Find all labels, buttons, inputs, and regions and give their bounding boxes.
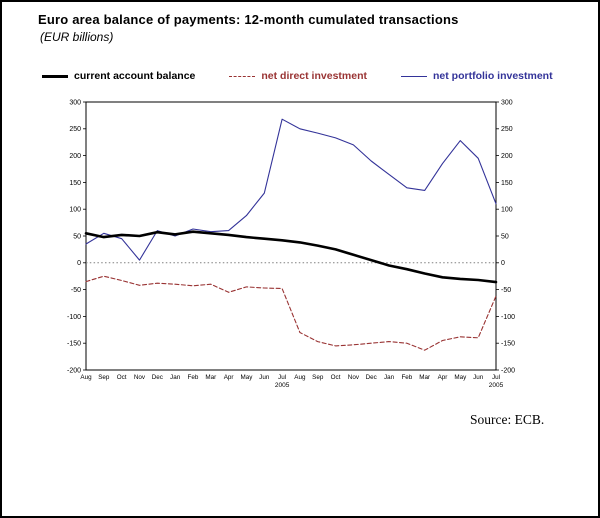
svg-text:-50: -50 (71, 287, 81, 294)
svg-text:Jun: Jun (473, 374, 484, 381)
svg-text:May: May (454, 374, 467, 381)
svg-text:-200: -200 (501, 367, 515, 374)
svg-text:300: 300 (501, 99, 513, 106)
svg-text:150: 150 (69, 180, 81, 187)
svg-text:-50: -50 (501, 287, 511, 294)
chart: -200 -200 -150 -150 -100 -100 -50 -50 0 0 50 50 100 1… (50, 94, 530, 405)
svg-text:-100: -100 (501, 314, 515, 321)
svg-text:Nov: Nov (134, 374, 146, 381)
svg-text:May: May (240, 374, 253, 381)
svg-text:Jul: Jul (278, 374, 286, 381)
svg-text:-100: -100 (67, 314, 81, 321)
svg-text:200: 200 (501, 153, 513, 160)
svg-text:Apr: Apr (224, 374, 234, 381)
portfolio-investment-line-swatch (401, 75, 427, 77)
direct-investment-line-swatch (229, 75, 256, 77)
svg-text:Sep: Sep (98, 374, 110, 381)
svg-text:Oct: Oct (117, 374, 127, 381)
svg-text:150: 150 (501, 180, 513, 187)
svg-text:0: 0 (501, 260, 505, 267)
svg-text:Nov: Nov (348, 374, 360, 381)
page-subtitle: (EUR billions) (40, 30, 114, 44)
svg-text:Feb: Feb (401, 374, 412, 381)
chart-legend: current account balance net direct inves… (42, 70, 553, 82)
svg-text:-150: -150 (501, 341, 515, 348)
current-account-line-swatch (42, 74, 68, 78)
svg-text:100: 100 (501, 207, 513, 214)
svg-text:Aug: Aug (80, 374, 92, 381)
svg-text:Jul: Jul (492, 374, 500, 381)
svg-text:200: 200 (69, 153, 81, 160)
svg-text:250: 250 (69, 126, 81, 133)
svg-text:Jan: Jan (170, 374, 181, 381)
svg-text:100: 100 (69, 207, 81, 214)
svg-text:Oct: Oct (331, 374, 341, 381)
svg-text:Dec: Dec (366, 374, 377, 381)
svg-text:Sep: Sep (312, 374, 324, 381)
svg-text:Mar: Mar (419, 374, 430, 381)
legend-item-current-account: current account balance (42, 70, 195, 82)
svg-text:2005: 2005 (275, 382, 290, 389)
legend-item-portfolio-investment: net portfolio investment (401, 70, 553, 82)
svg-text:-150: -150 (67, 341, 81, 348)
legend-label-direct-investment: net direct investment (261, 70, 367, 82)
svg-text:Aug: Aug (294, 374, 306, 381)
svg-text:Apr: Apr (438, 374, 448, 381)
svg-text:Dec: Dec (152, 374, 163, 381)
svg-text:300: 300 (69, 99, 81, 106)
svg-text:Jan: Jan (384, 374, 395, 381)
svg-text:50: 50 (73, 233, 81, 240)
svg-text:Feb: Feb (188, 374, 199, 381)
svg-text:-200: -200 (67, 367, 81, 374)
svg-text:2005: 2005 (489, 382, 504, 389)
legend-label-current-account: current account balance (74, 70, 196, 82)
page-title: Euro area balance of payments: 12-month … (38, 12, 459, 27)
svg-text:0: 0 (77, 260, 81, 267)
source-label: Source: ECB. (470, 412, 545, 427)
svg-text:Jun: Jun (259, 374, 270, 381)
svg-text:250: 250 (501, 126, 513, 133)
legend-label-portfolio-investment: net portfolio investment (433, 70, 553, 82)
chart-svg: -200 -200 -150 -150 -100 -100 -50 -50 0 0 50 50 100 1… (67, 99, 515, 389)
svg-text:50: 50 (501, 233, 509, 240)
svg-text:Mar: Mar (205, 374, 216, 381)
legend-item-direct-investment: net direct investment (229, 70, 367, 82)
